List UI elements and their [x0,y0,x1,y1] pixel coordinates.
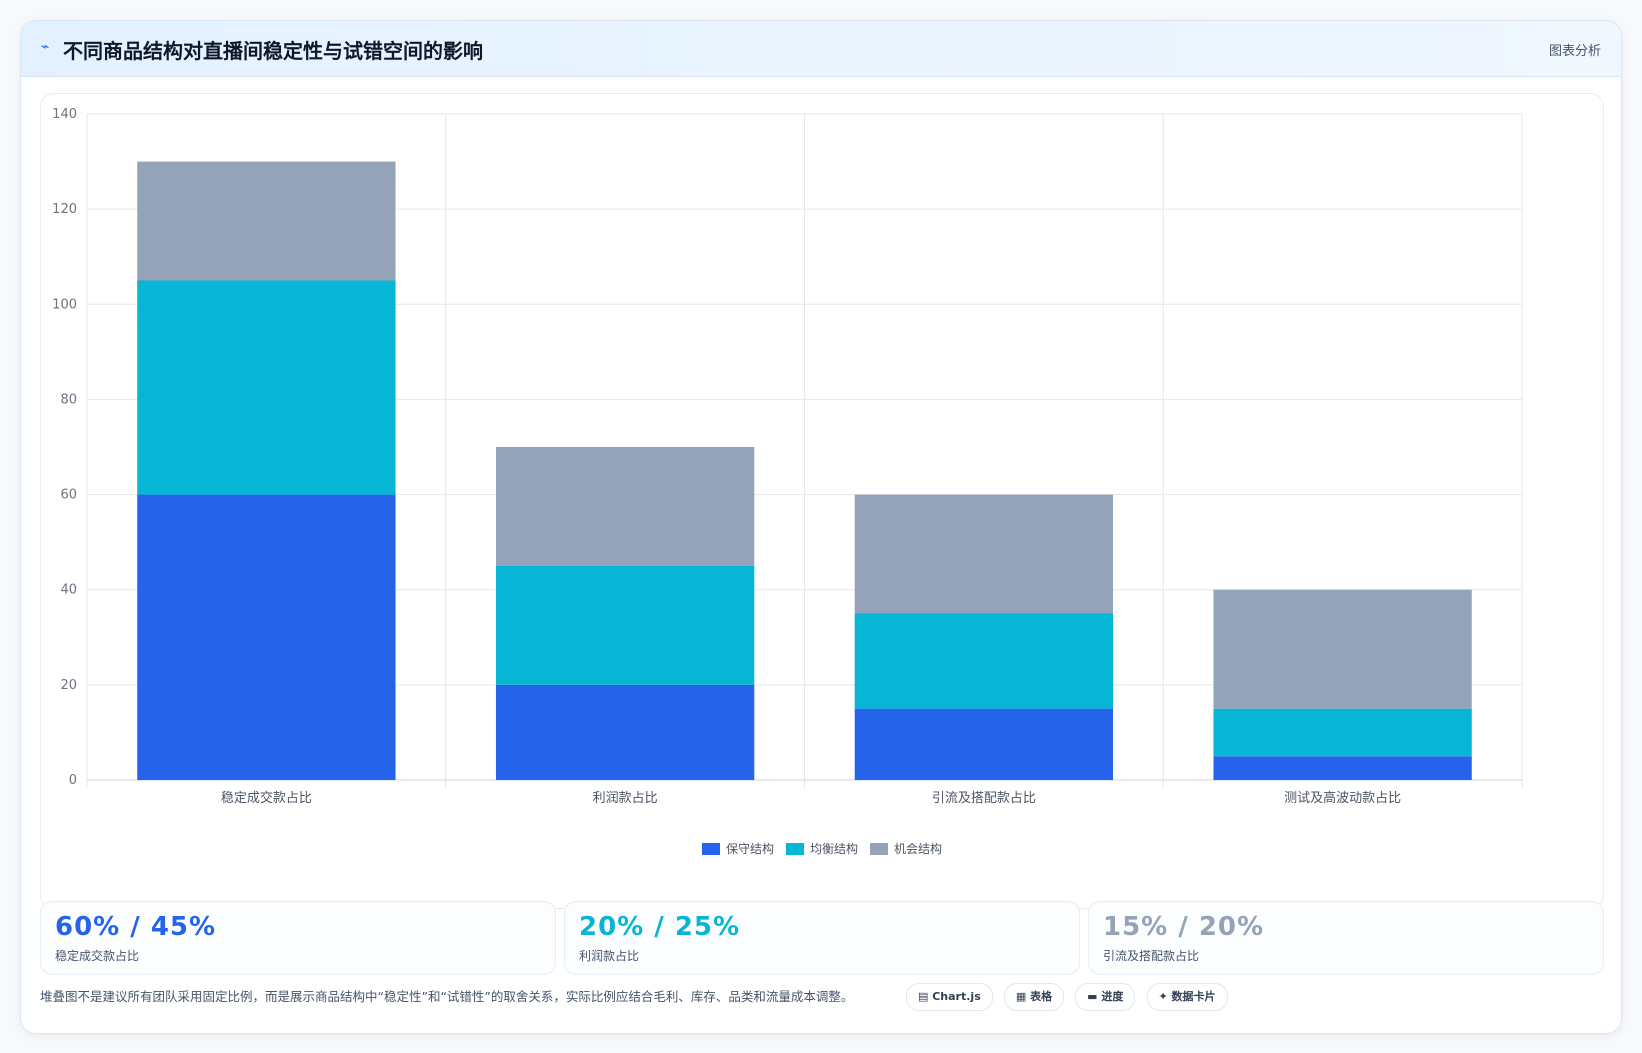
legend-swatch [785,843,804,855]
kpi-card-traffic: 15% / 20% 引流及搭配款占比 [1088,901,1604,975]
bar-segment [854,494,1114,614]
y-tick-label: 40 [60,583,77,598]
bar-segment [495,684,755,780]
y-tick-label: 120 [52,202,77,217]
chip-chartjs[interactable]: ▤ Chart.js [906,983,993,1011]
kpi-value: 15% / 20% [1103,912,1265,942]
y-tick-label: 0 [69,773,77,788]
chart-legend: 保守结构 均衡结构 机会结构 [41,840,1603,857]
bar-segment [1213,589,1472,709]
kpi-value: 60% / 45% [55,912,217,942]
chip-row: ▤ Chart.js ▦ 表格 ▬ 进度 ✦ 数据卡片 [906,983,1234,1011]
chart-title: 不同商品结构对直播间稳定性与试错空间的影响 [63,39,483,63]
kpi-value: 20% / 25% [579,912,741,942]
stacked-bar-chart: 0 20 40 60 80 100 120 140 稳定成交款占比 利润款占比 引流及搭配款占比 测试… [52,107,1523,806]
bar-segment [137,494,396,780]
footer-note: 堆叠图不是建议所有团队采用固定比例，而是展示商品结构中“稳定性”和“试错性”的取… [40,989,854,1004]
bar-segment [137,280,396,495]
kpi-card-stable: 60% / 45% 稳定成交款占比 [40,901,556,975]
legend-swatch [701,843,720,855]
kpi-label: 引流及搭配款占比 [1103,949,1200,963]
bar-segment [1213,756,1472,780]
kpi-card-profit: 20% / 25% 利润款占比 [564,901,1080,975]
chip-table[interactable]: ▦ 表格 [1003,983,1065,1011]
kpi-label: 利润款占比 [579,949,640,963]
bar-segment [854,613,1114,709]
chart-card: ⌁ 不同商品结构对直播间稳定性与试错空间的影响 图表分析 0 20 40 60 80 10… [20,20,1622,1034]
legend-label: 保守结构 [725,842,774,856]
y-tick-label: 80 [60,392,77,407]
x-tick-label: 稳定成交款占比 [221,790,312,806]
progress-icon: ▬ [1087,990,1102,1003]
legend-label: 机会结构 [894,842,943,856]
y-tick-label: 60 [60,488,77,503]
chip-progress[interactable]: ▬ 进度 [1075,983,1136,1011]
bar-segment [137,161,396,281]
bar-segment [495,565,755,685]
x-tick-label: 利润款占比 [593,791,658,806]
legend-swatch [870,843,888,855]
header-tag: 图表分析 [1548,44,1601,59]
legend-item[interactable]: 保守结构 [701,840,774,857]
x-tick-label: 引流及搭配款占比 [932,790,1036,806]
sparkle-icon: ✦ [1158,990,1172,1003]
card-header: ⌁ 不同商品结构对直播间稳定性与试错空间的影响 图表分析 [21,21,1621,77]
y-tick-label: 140 [52,107,77,122]
table-icon: ▦ [1015,990,1031,1003]
kpi-label: 稳定成交款占比 [55,949,140,963]
chip-data-card[interactable]: ✦ 数据卡片 [1146,983,1228,1011]
bar-segment [854,708,1114,780]
chart-area: 0 20 40 60 80 100 120 140 稳定成交款占比 利润款占比 引流及搭配款占比 测试… [40,93,1604,909]
legend-label: 均衡结构 [809,842,858,856]
x-tick-label: 测试及高波动款占比 [1284,790,1401,806]
chart-icon: ▤ [918,990,933,1003]
bar-segment [495,447,755,566]
legend-item[interactable]: 均衡结构 [785,840,858,857]
y-tick-label: 100 [52,297,77,312]
legend-item[interactable]: 机会结构 [870,840,942,857]
y-tick-label: 20 [60,678,77,693]
lightning-icon: ⌁ [41,39,50,55]
bar-segment [1213,708,1472,757]
